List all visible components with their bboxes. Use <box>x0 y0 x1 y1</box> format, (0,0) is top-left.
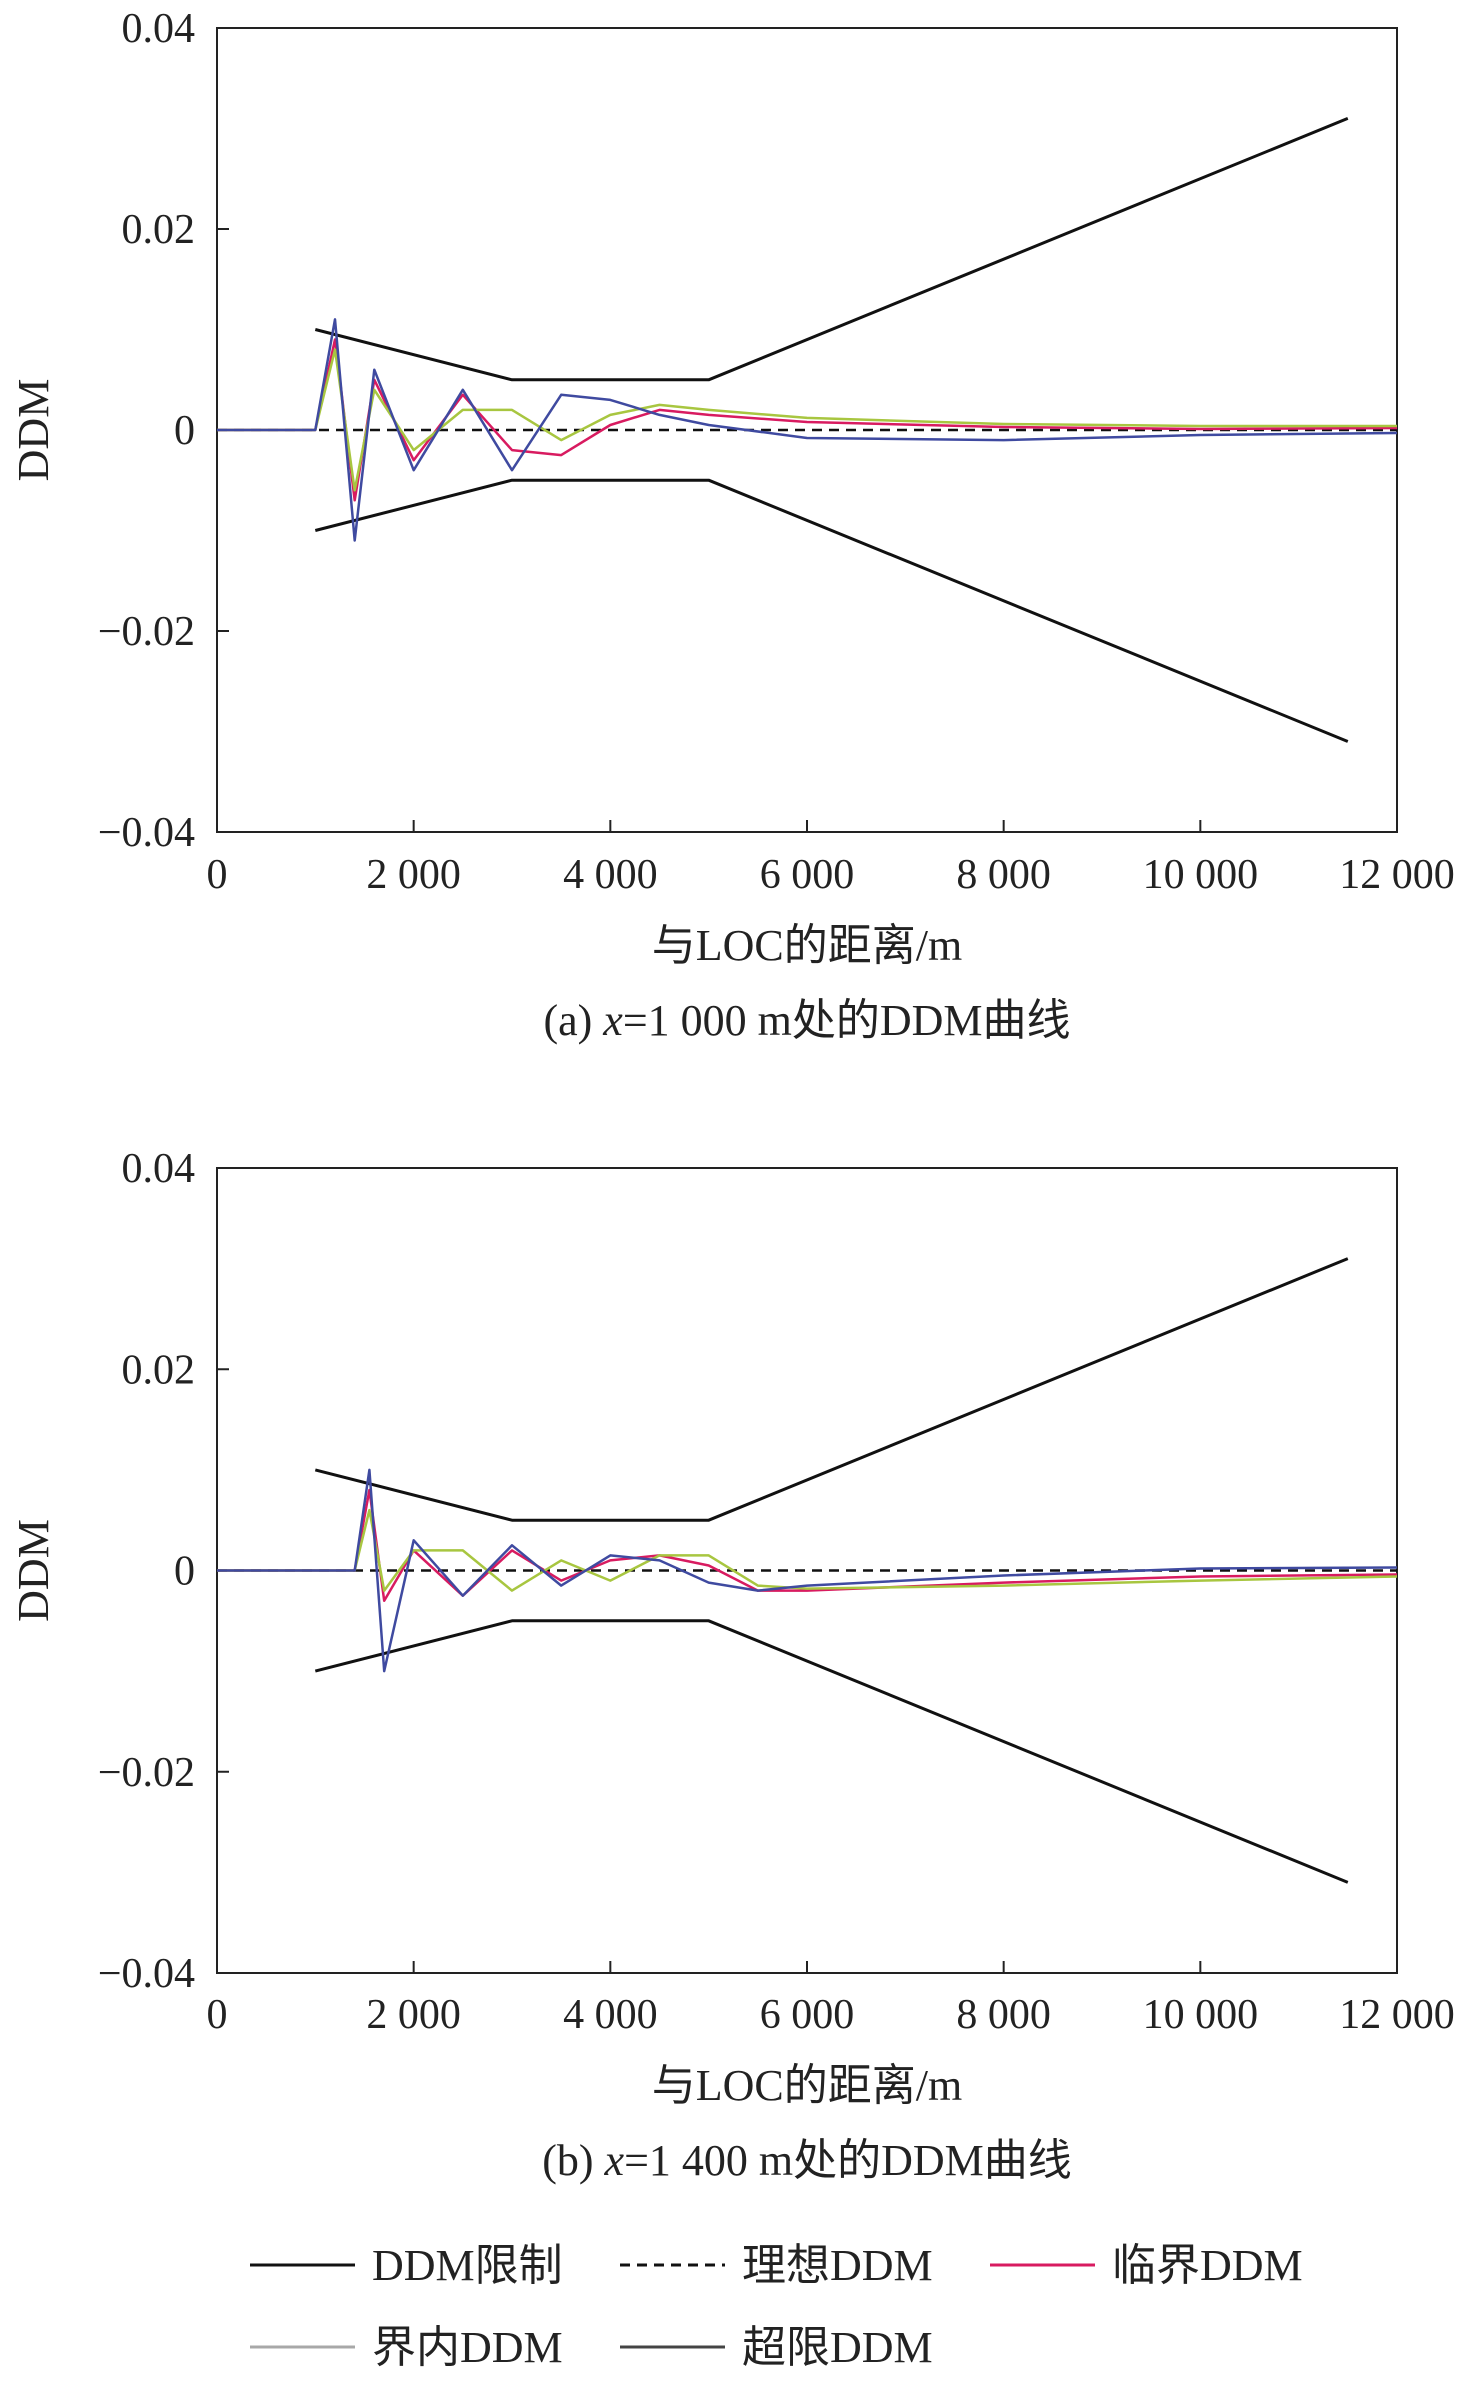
chart-panel-b: 0.04 0.02 0 −0.02 −0.04 0 2 000 4 000 6 000 8 000… <box>9 1146 1455 2185</box>
series-line-0 <box>314 117 1349 382</box>
x-tick-label: 4 000 <box>563 852 658 898</box>
x-tick-label: 2 000 <box>366 1992 461 2038</box>
x-tick-label: 6 000 <box>760 1992 855 2038</box>
series-line-3 <box>217 1488 1398 1602</box>
x-tick-label: 6 000 <box>760 852 855 898</box>
x-tick-label: 12 000 <box>1339 1992 1455 2038</box>
chart-caption: (b) x=1 400 m处的DDM曲线 <box>542 2136 1072 2185</box>
y-tick-label: 0 <box>174 408 195 454</box>
chart-caption: (a) x=1 000 m处的DDM曲线 <box>543 996 1070 1045</box>
x-tick-label: 10 000 <box>1143 852 1259 898</box>
caption-variable: x <box>604 2136 625 2185</box>
x-tick-label: 2 000 <box>366 852 461 898</box>
series-line-5 <box>217 1468 1398 1673</box>
x-tick-label: 0 <box>207 852 228 898</box>
y-tick-label: 0.02 <box>122 207 196 253</box>
y-tick-label: −0.04 <box>98 810 195 856</box>
series-line-0 <box>314 1257 1349 1522</box>
x-axis-label: 与LOC的距离/m <box>652 921 962 970</box>
caption-variable: x <box>602 996 623 1045</box>
x-tick-label: 10 000 <box>1143 1992 1259 2038</box>
legend-label-1: 理想DDM <box>742 2241 933 2290</box>
legend-label-3: 界内DDM <box>372 2323 563 2372</box>
caption-prefix: (b) <box>542 2136 604 2185</box>
y-tick-label: −0.02 <box>98 609 195 655</box>
series-line-4 <box>217 1508 1398 1592</box>
series-line-1 <box>314 1619 1349 1884</box>
x-tick-label: 8 000 <box>956 1992 1051 2038</box>
x-tick-label: 0 <box>207 1992 228 2038</box>
x-tick-label: 12 000 <box>1339 852 1455 898</box>
y-tick-label: 0.04 <box>122 1146 196 1192</box>
series-line-1 <box>314 478 1349 743</box>
x-axis-label: 与LOC的距离/m <box>652 2061 962 2110</box>
y-tick-label: 0 <box>174 1549 195 1595</box>
series-line-5 <box>217 318 1398 542</box>
legend: DDM限制 理想DDM 临界DDM 界内DDM 超限DDM <box>250 2241 1303 2372</box>
x-tick-label: 4 000 <box>563 1992 658 2038</box>
legend-label-4: 超限DDM <box>742 2323 933 2372</box>
caption-rest: =1 400 m处的DDM曲线 <box>624 2136 1072 2185</box>
caption-rest: =1 000 m处的DDM曲线 <box>623 996 1071 1045</box>
y-axis-label: DDM <box>9 1519 58 1622</box>
y-tick-label: 0.04 <box>122 6 196 52</box>
y-tick-label: −0.02 <box>98 1750 195 1796</box>
legend-label-2: 临界DDM <box>1112 2241 1303 2290</box>
x-tick-label: 8 000 <box>956 852 1051 898</box>
legend-label-0: DDM限制 <box>372 2241 563 2290</box>
y-tick-label: 0.02 <box>122 1347 196 1393</box>
y-tick-label: −0.04 <box>98 1951 195 1997</box>
y-axis-label: DDM <box>9 379 58 482</box>
caption-prefix: (a) <box>543 996 603 1045</box>
chart-panel-a: 0.04 0.02 0 −0.02 −0.04 0 2 000 4 000 6 000 8 000… <box>9 6 1455 1045</box>
